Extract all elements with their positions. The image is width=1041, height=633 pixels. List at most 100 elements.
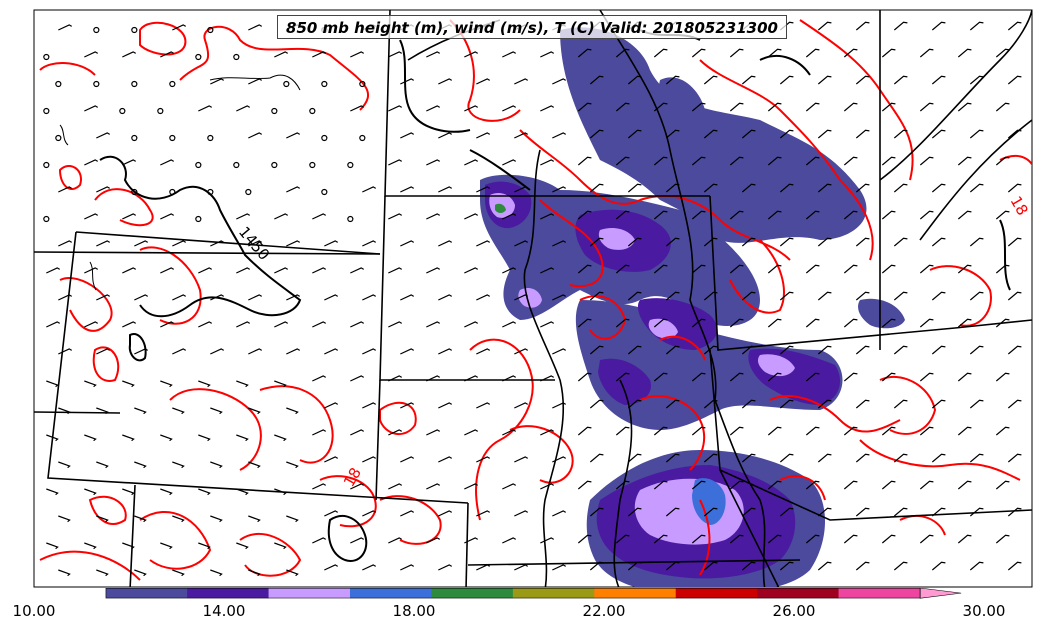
wind-barb (122, 542, 135, 550)
wind-barb (1007, 75, 1022, 85)
wind-barb (969, 75, 984, 85)
wind-barb (995, 156, 1010, 166)
wind-barb (134, 348, 149, 355)
calm-wind-marker (43, 161, 50, 169)
wind-barb (855, 183, 870, 193)
wind-barb (577, 318, 592, 328)
wind-barb (741, 345, 756, 355)
wind-barb (552, 402, 567, 409)
wind-barb (248, 24, 263, 31)
calm-wind-marker (321, 188, 328, 196)
wind-barb (160, 380, 173, 388)
wind-barb (514, 402, 529, 409)
wind-barb (350, 267, 365, 274)
wind-barb (286, 132, 301, 139)
wind-barb (729, 534, 744, 544)
wind-barb (134, 407, 147, 415)
wind-barb (577, 534, 592, 544)
wind-barb (134, 294, 149, 301)
wind-barb (615, 264, 630, 274)
wind-barb (779, 129, 794, 139)
wind-barb (1007, 291, 1022, 301)
wind-barb (400, 186, 415, 193)
wind-barb (817, 561, 832, 571)
wind-barb (957, 534, 972, 544)
colorbar-swatch (757, 588, 839, 599)
wind-barb (969, 237, 984, 247)
wind-barb (400, 564, 415, 571)
wind-barb (324, 510, 339, 517)
wind-barb (46, 434, 59, 442)
wind-barb (160, 267, 175, 274)
wind-barb (741, 291, 756, 301)
calm-wind-marker (207, 188, 214, 196)
wind-barb (236, 267, 251, 274)
wind-barb (96, 294, 111, 301)
wind-barb (881, 210, 896, 220)
wind-barb (627, 183, 642, 193)
colorbar-tick-label: 14.00 (202, 602, 246, 620)
wind-barb (58, 407, 71, 415)
wind-barb (210, 515, 223, 523)
calm-wind-marker (233, 161, 240, 169)
wind-barb (931, 453, 946, 463)
wind-barb (653, 156, 668, 166)
calm-wind-marker (43, 53, 50, 61)
wind-barb (893, 75, 908, 85)
wind-barb (502, 537, 517, 544)
wind-barb (969, 129, 984, 139)
colorbar-swatch (594, 588, 677, 599)
wind-barb (741, 453, 756, 463)
wind-barb (931, 561, 946, 571)
wind-barb (552, 186, 567, 193)
wind-barb (388, 105, 403, 112)
colorbar-swatch (350, 588, 432, 599)
calm-wind-marker (131, 26, 138, 34)
wind-barb (514, 348, 529, 355)
wind-barb (843, 156, 858, 166)
wind-barb (400, 294, 415, 301)
wind-barb (919, 102, 934, 112)
wind-barb (122, 380, 135, 388)
wind-barb (502, 51, 517, 58)
wind-barb (160, 434, 173, 442)
wind-barb (843, 318, 858, 328)
wind-barb (665, 291, 680, 301)
wind-barb (552, 240, 567, 247)
wind-barb (552, 132, 567, 139)
wind-barb (589, 453, 604, 463)
calm-wind-marker (195, 161, 202, 169)
wind-barb (58, 515, 71, 523)
wind-barb (893, 507, 908, 517)
wind-barb (514, 240, 529, 247)
wind-barb (729, 102, 744, 112)
wind-barb (438, 402, 453, 409)
wind-barb (362, 564, 377, 571)
wind-barb (426, 105, 441, 112)
wind-barb (931, 291, 946, 301)
wind-barb (96, 348, 111, 355)
wind-barb (274, 488, 287, 496)
wind-barb (248, 240, 263, 247)
wind-barb (931, 129, 946, 139)
wind-barb (172, 515, 185, 523)
wind-barb (779, 507, 794, 517)
wind-barb (248, 569, 261, 577)
wind-barb (577, 102, 592, 112)
wind-barb (540, 159, 555, 166)
wind-barb (843, 480, 858, 490)
wind-barb (805, 156, 820, 166)
wind-barb (514, 564, 529, 571)
wind-barb (893, 21, 908, 31)
wind-barb (540, 105, 555, 112)
wind-barb (577, 426, 592, 436)
wind-barb (426, 537, 441, 544)
wind-barb (969, 453, 984, 463)
wind-barb (388, 267, 403, 274)
calm-wind-marker (55, 80, 62, 88)
wind-barb (464, 321, 479, 328)
wind-barb (653, 426, 668, 436)
wind-barb (1007, 21, 1022, 31)
wind-barb (388, 537, 403, 544)
wind-barb (84, 213, 99, 220)
